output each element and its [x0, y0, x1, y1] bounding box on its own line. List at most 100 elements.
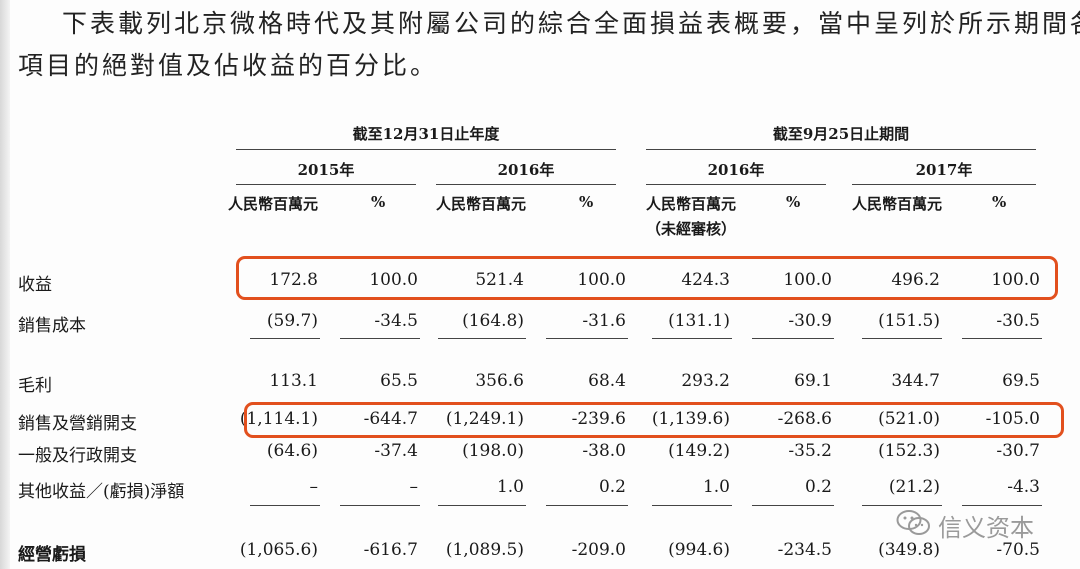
wechat-icon: [896, 509, 932, 543]
year-rule-1: [236, 184, 416, 185]
table-cell: 344.7: [891, 371, 940, 391]
table-cell: (59.7): [266, 311, 318, 331]
table-cell: (131.1): [668, 311, 730, 331]
col-header-pct-4: %: [992, 193, 1007, 211]
year-header-2016-period: 2016年: [707, 161, 765, 179]
table-cell: (149.2): [668, 441, 730, 461]
table-cell: (1,089.5): [445, 540, 524, 560]
table-cell: (151.5): [878, 311, 940, 331]
group-header-period: 截至9月25日止期間: [772, 125, 910, 143]
table-cell: 100.0: [991, 270, 1040, 290]
table-cell: (152.3): [878, 441, 940, 461]
year-header-2016: 2016年: [497, 161, 555, 179]
year-header-2017: 2017年: [915, 161, 973, 179]
table-cell: (1,065.6): [239, 540, 318, 560]
table-cell: 69.1: [794, 371, 832, 391]
table-cell: 172.8: [269, 270, 318, 290]
group-header-year: 截至12月31日止年度: [352, 125, 500, 143]
subtotal-rule: [340, 338, 420, 339]
table-cell: 69.5: [1002, 371, 1040, 391]
table-cell: -4.3: [1007, 477, 1040, 497]
table-cell: -239.6: [571, 409, 626, 429]
subtotal-rule: [652, 338, 732, 339]
table-cell: -38.0: [582, 441, 626, 461]
subtotal-rule: [340, 505, 420, 506]
table-cell: 1.0: [496, 477, 524, 497]
table-cell: -34.5: [374, 311, 418, 331]
row-label: 經營虧損: [18, 545, 86, 565]
table-cell: 100.0: [369, 270, 418, 290]
subtotal-rule: [652, 505, 732, 506]
marketing-expense-highlight-box: [244, 402, 1064, 438]
table-cell: -30.9: [788, 311, 832, 331]
table-cell: 100.0: [577, 270, 626, 290]
table-cell: (198.0): [462, 441, 524, 461]
row-label: 銷售成本: [18, 316, 86, 336]
table-cell: 424.3: [681, 270, 730, 290]
watermark: 信义资本: [896, 508, 1034, 543]
watermark-text: 信义资本: [938, 514, 1034, 542]
table-cell: (21.2): [888, 477, 940, 497]
subtotal-rule: [438, 505, 526, 506]
col-header-rmb-4: 人民幣百萬元: [852, 195, 943, 213]
subtotal-rule: [862, 338, 942, 339]
table-cell: (994.6): [668, 540, 730, 560]
table-cell: 113.1: [269, 371, 318, 391]
table-cell: 356.6: [475, 371, 524, 391]
table-cell: 293.2: [681, 371, 730, 391]
table-cell: 496.2: [891, 270, 940, 290]
table-cell: -616.7: [363, 540, 418, 560]
table-cell: 1.0: [702, 477, 730, 497]
table-cell: (521.0): [878, 409, 940, 429]
subtotal-rule: [250, 505, 320, 506]
table-cell: (164.8): [462, 311, 524, 331]
year-rule-3: [646, 184, 826, 185]
table-cell: 100.0: [783, 270, 832, 290]
row-label: 毛利: [18, 376, 52, 396]
table-cell: (349.8): [878, 540, 940, 560]
table-cell: -70.5: [996, 540, 1040, 560]
table-cell: -30.7: [996, 441, 1040, 461]
table-cell: (1,114.1): [239, 409, 318, 429]
row-label: 收益: [18, 275, 52, 295]
table-cell: –: [409, 477, 419, 497]
subtotal-rule: [546, 505, 628, 506]
table-cell: (1,249.1): [445, 409, 524, 429]
page-edge-shadow: [0, 0, 10, 569]
table-cell: -644.7: [363, 409, 418, 429]
group-rule-2: [646, 149, 1036, 150]
table-cell: (1,139.6): [651, 409, 730, 429]
intro-line-1: 下表載列北京微格時代及其附屬公司的綜合全面損益表概要，當中呈列於所示期間各: [62, 9, 1080, 38]
table-cell: 68.4: [588, 371, 626, 391]
col-header-pct-3: %: [786, 193, 801, 211]
row-label: 銷售及營銷開支: [18, 414, 137, 434]
subtotal-rule: [546, 338, 628, 339]
row-label: 其他收益／(虧損)淨額: [18, 482, 185, 502]
table-cell: –: [309, 477, 319, 497]
table-cell: -234.5: [777, 540, 832, 560]
table-cell: (64.6): [266, 441, 318, 461]
table-cell: -30.5: [996, 311, 1040, 331]
table-cell: 0.2: [598, 477, 626, 497]
row-label: 一般及行政開支: [18, 446, 137, 466]
subtotal-rule: [862, 505, 942, 506]
subtotal-rule: [962, 505, 1042, 506]
table-cell: 65.5: [380, 371, 418, 391]
table-cell: -35.2: [788, 441, 832, 461]
table-cell: -31.6: [582, 311, 626, 331]
table-cell: -209.0: [571, 540, 626, 560]
year-rule-2: [436, 184, 616, 185]
group-rule-1: [236, 149, 616, 150]
col-header-pct-1: %: [371, 193, 386, 211]
table-cell: 521.4: [475, 270, 524, 290]
table-cell: 0.2: [804, 477, 832, 497]
subtotal-rule: [752, 338, 834, 339]
col-header-rmb-1: 人民幣百萬元: [228, 195, 319, 213]
table-cell: -105.0: [985, 409, 1040, 429]
col-header-rmb-3: 人民幣百萬元: [646, 195, 737, 213]
table-cell: -37.4: [374, 441, 418, 461]
col-header-rmb-2: 人民幣百萬元: [436, 195, 527, 213]
subtotal-rule: [752, 505, 834, 506]
year-header-2015: 2015年: [297, 161, 355, 179]
subtotal-rule: [962, 338, 1042, 339]
